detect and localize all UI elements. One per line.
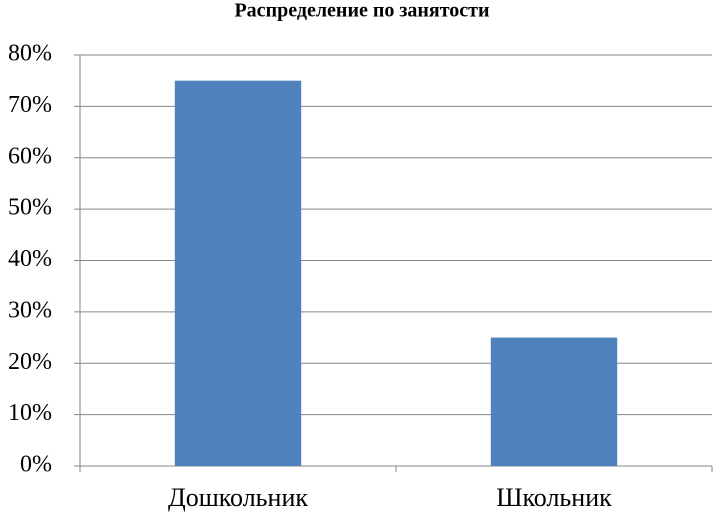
- y-tick-label: 80%: [8, 41, 52, 67]
- y-tick-label: 70%: [8, 92, 52, 118]
- x-tick-label: Школьник: [496, 483, 612, 512]
- y-tick-label: 40%: [8, 246, 52, 272]
- bar: [490, 337, 618, 466]
- y-tick-label: 30%: [8, 297, 52, 323]
- y-tick-label: 50%: [8, 195, 52, 221]
- chart-title: Распределение по занятости: [234, 0, 489, 22]
- y-tick-label: 10%: [8, 400, 52, 426]
- y-tick-label: 60%: [8, 143, 52, 169]
- x-tick-label: Дошкольник: [168, 483, 308, 512]
- y-tick-label: 20%: [8, 349, 52, 375]
- y-tick-label: 0%: [20, 452, 52, 478]
- bar: [174, 80, 302, 466]
